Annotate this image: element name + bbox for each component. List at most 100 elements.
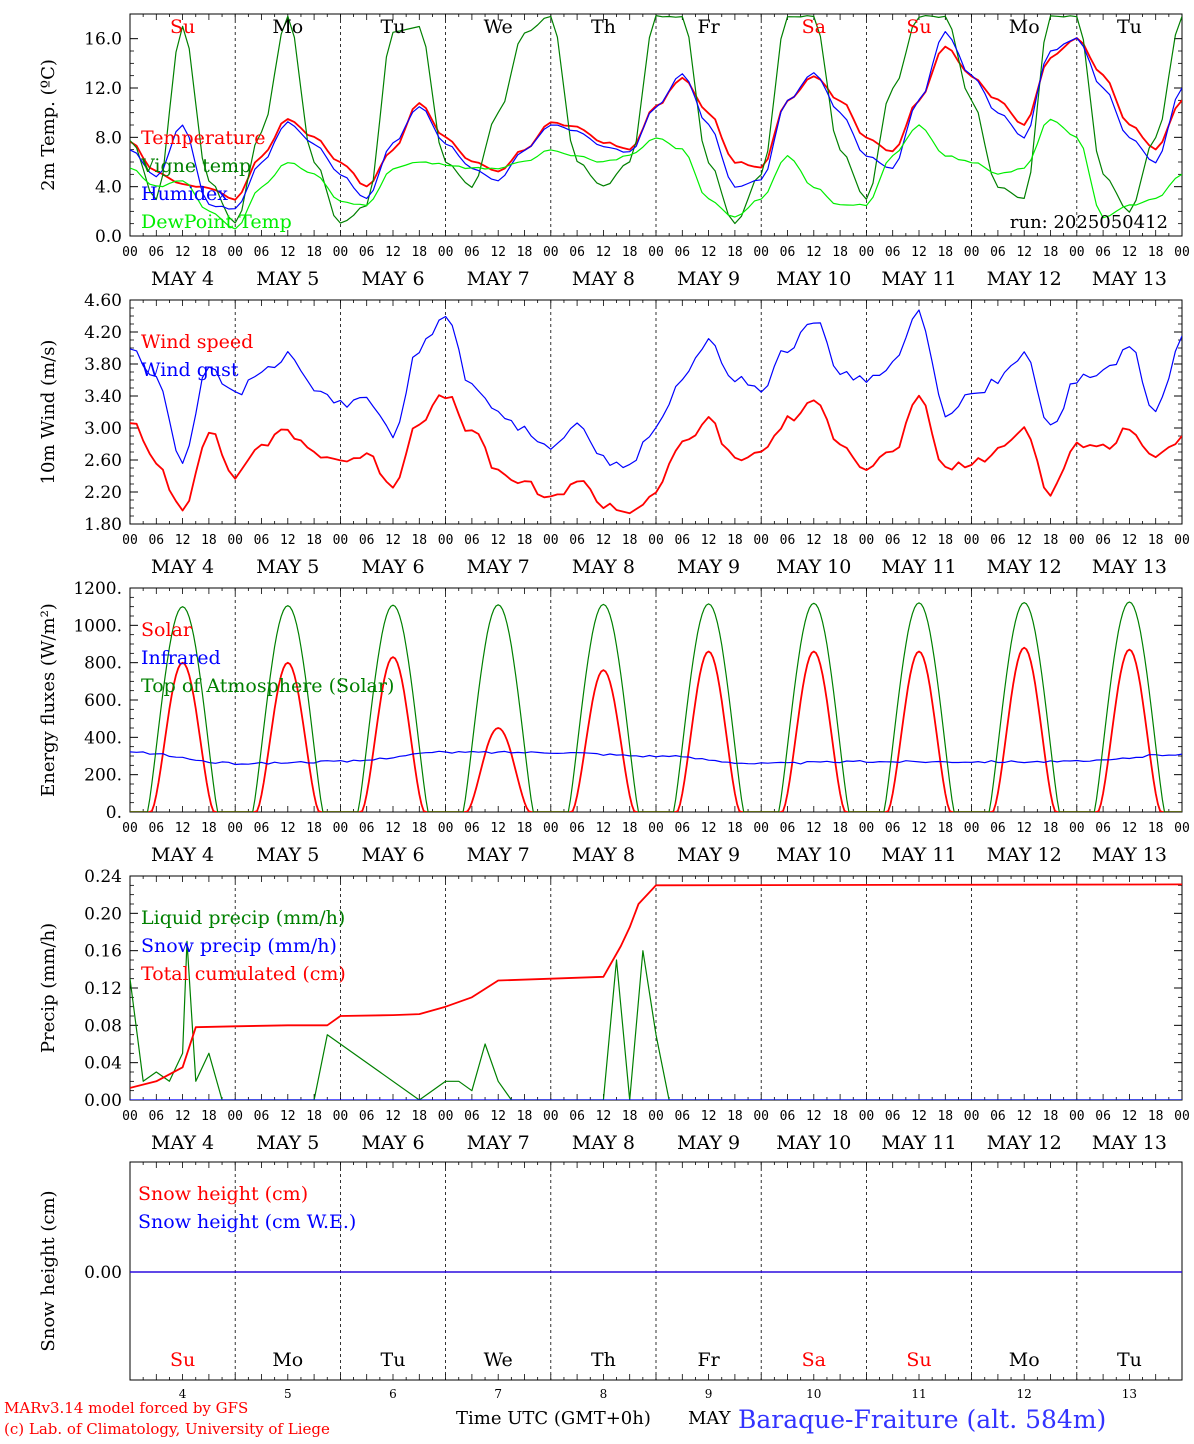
hour-label: 06 <box>359 245 375 260</box>
date-label: MAY 9 <box>677 556 740 578</box>
y-tick-label: 0.16 <box>84 942 122 962</box>
legend-entry: Snow precip (mm/h) <box>141 935 337 957</box>
y-tick-label: 0.00 <box>84 1263 122 1283</box>
hour-label: 00 <box>438 821 454 836</box>
day-name-top: Mo <box>272 16 303 38</box>
hour-label: 06 <box>464 245 480 260</box>
y-tick-label: 0. <box>106 803 122 823</box>
y-axis-label: Energy fluxes (W/m²) <box>38 603 59 797</box>
series-line-wind-speed <box>130 394 1182 515</box>
date-label: MAY 5 <box>256 844 319 866</box>
hour-label: 00 <box>543 821 559 836</box>
day-number: 6 <box>389 1387 397 1401</box>
day-number: 13 <box>1122 1387 1137 1401</box>
day-name-top: Tu <box>381 16 406 38</box>
hour-label: 12 <box>806 1109 822 1124</box>
hour-label: 06 <box>359 1109 375 1124</box>
hour-label: 12 <box>1016 1109 1032 1124</box>
hour-label: 18 <box>1148 1109 1164 1124</box>
date-label: MAY 4 <box>151 844 214 866</box>
hour-label: 06 <box>148 821 164 836</box>
hour-label: 18 <box>1043 245 1059 260</box>
date-label: MAY 13 <box>1092 1132 1167 1154</box>
y-tick-label: 2.60 <box>84 451 122 471</box>
run-annotation: run: 2025050412 <box>1010 212 1168 233</box>
hour-label: 06 <box>885 1109 901 1124</box>
hour-label: 00 <box>1069 1109 1085 1124</box>
hour-label: 18 <box>306 821 322 836</box>
series-line-wind-gust <box>130 309 1182 469</box>
hour-label: 06 <box>464 533 480 548</box>
panel-precip: 0.00 0.04 0.08 0.12 0.16 0.20 0.24 Precip (mm/h… <box>38 867 1190 1154</box>
hour-label: 12 <box>490 245 506 260</box>
date-label: MAY 10 <box>776 844 851 866</box>
hour-label: 00 <box>543 1109 559 1124</box>
hour-label: 00 <box>438 533 454 548</box>
hour-label: 18 <box>727 1109 743 1124</box>
hour-label: 06 <box>359 821 375 836</box>
date-label: MAY 11 <box>881 556 956 578</box>
hour-label: 06 <box>359 533 375 548</box>
day-name-bottom: Th <box>591 1349 616 1371</box>
hour-label: 06 <box>569 533 585 548</box>
hour-label: 06 <box>780 1109 796 1124</box>
hour-label: 06 <box>674 245 690 260</box>
hour-label: 12 <box>280 1109 296 1124</box>
legend-entry: Wind speed <box>141 331 253 353</box>
hour-label: 18 <box>1043 1109 1059 1124</box>
hour-label: 18 <box>832 533 848 548</box>
hour-label: 18 <box>727 533 743 548</box>
hour-label: 18 <box>937 533 953 548</box>
hour-label: 12 <box>911 821 927 836</box>
day-name-top: Sa <box>802 16 826 38</box>
hour-label: 06 <box>254 1109 270 1124</box>
hour-label: 12 <box>280 245 296 260</box>
hour-label: 12 <box>596 821 612 836</box>
hour-label: 06 <box>674 821 690 836</box>
series-group <box>130 15 1182 230</box>
hour-label: 00 <box>438 245 454 260</box>
date-label: MAY 11 <box>881 268 956 290</box>
series-group <box>130 601 1182 812</box>
date-label: MAY 12 <box>987 1132 1062 1154</box>
hour-label: 18 <box>622 245 638 260</box>
hour-label: 00 <box>333 533 349 548</box>
date-label: MAY 11 <box>881 844 956 866</box>
hour-label: 06 <box>780 821 796 836</box>
y-axis-label: 10m Wind (m/s) <box>38 340 59 485</box>
series-line-humidex <box>130 31 1182 210</box>
hour-label: 06 <box>464 1109 480 1124</box>
y-tick-label: 8.0 <box>95 128 122 148</box>
legend-entry: Liquid precip (mm/h) <box>141 907 345 929</box>
hour-label: 00 <box>753 821 769 836</box>
date-label: MAY 6 <box>361 1132 424 1154</box>
hour-label: 12 <box>280 533 296 548</box>
date-label: MAY 7 <box>467 844 530 866</box>
day-number: 12 <box>1017 1387 1032 1401</box>
y-tick-label: 0.12 <box>84 979 122 999</box>
hour-label: 06 <box>885 821 901 836</box>
day-name-bottom: We <box>484 1349 513 1371</box>
day-name-bottom: Su <box>906 1349 931 1371</box>
y-tick-label: 0.20 <box>84 904 122 924</box>
y-tick-label: 3.40 <box>84 387 122 407</box>
legend-entry: Temperature <box>141 127 265 149</box>
legend-entry: Humidex <box>141 183 228 205</box>
hour-label: 12 <box>911 1109 927 1124</box>
footer-credit: (c) Lab. of Climatology, University of L… <box>4 1420 330 1438</box>
hour-label: 06 <box>254 533 270 548</box>
date-label: MAY 7 <box>467 268 530 290</box>
y-tick-label: 0.0 <box>95 227 122 247</box>
hour-label: 00 <box>438 1109 454 1124</box>
hour-label: 00 <box>122 1109 138 1124</box>
hour-label: 00 <box>333 821 349 836</box>
hour-label: 18 <box>832 821 848 836</box>
legend-entry: Total cumulated (cm) <box>141 963 346 985</box>
y-tick-label: 1.80 <box>84 515 122 535</box>
hour-label: 12 <box>490 1109 506 1124</box>
hour-label: 18 <box>411 533 427 548</box>
hour-label: 18 <box>201 533 217 548</box>
legend-entry: Solar <box>141 619 193 641</box>
date-label: MAY 5 <box>256 268 319 290</box>
date-label: MAY 12 <box>987 268 1062 290</box>
